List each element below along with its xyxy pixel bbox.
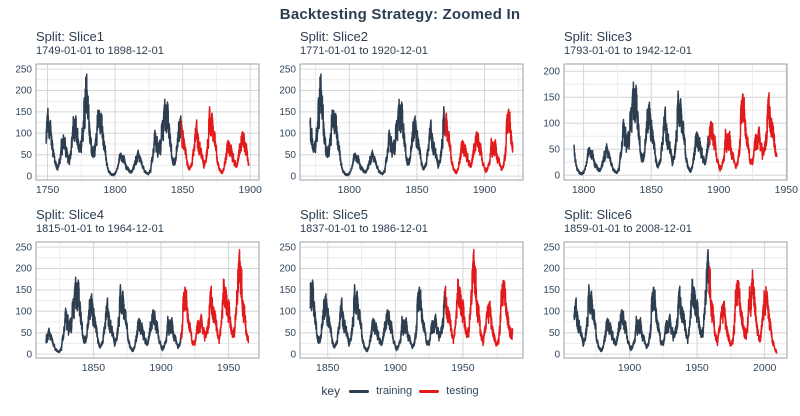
- x-axis-tick-label: 1900: [384, 362, 408, 374]
- chart-title: Backtesting Strategy: Zoomed In: [279, 6, 521, 23]
- x-axis-tick-label: 1850: [405, 184, 429, 196]
- panels-grid: Split: Slice1 1749-01-01 to 1898-12-01 0 50…: [10, 29, 798, 375]
- y-axis-tick-label: 100: [543, 119, 560, 130]
- y-axis-tick-label: 50: [285, 150, 297, 161]
- facet-panel: Split: Slice6 1859-01-01 to 2008-12-01 0 50…: [538, 207, 790, 375]
- y-axis-tick-label: 50: [21, 328, 33, 339]
- y-axis-tick-label: 0: [290, 349, 296, 360]
- training-line-swatch: [349, 389, 370, 393]
- x-axis-tick-label: 1800: [103, 184, 127, 196]
- facet-subtitle: 1837-01-01 to 1986-12-01: [300, 223, 428, 235]
- x-axis-tick-label: 1850: [82, 362, 106, 374]
- facet-subtitle: 1815-01-01 to 1964-12-01: [36, 223, 164, 235]
- facet-chart: 0 50 100 150 200 250 1850 1900 1950: [15, 241, 260, 374]
- x-axis-tick-label: 1900: [618, 362, 642, 374]
- y-axis-tick-label: 250: [279, 64, 296, 75]
- y-axis-tick-label: 200: [15, 264, 32, 275]
- y-axis-tick-label: 150: [279, 285, 296, 296]
- facet-subtitle: 1859-01-01 to 2008-12-01: [564, 223, 692, 235]
- x-axis-tick-label: 1900: [239, 184, 263, 196]
- y-axis-tick-label: 50: [285, 328, 297, 339]
- facet-panel: Split: Slice5 1837-01-01 to 1986-12-01 0 50…: [274, 207, 526, 375]
- y-axis-tick-label: 250: [15, 64, 32, 75]
- facet-subtitle: 1793-01-01 to 1942-12-01: [564, 45, 692, 57]
- y-axis-tick-label: 100: [279, 307, 296, 318]
- y-axis-tick-label: 0: [554, 349, 560, 360]
- legend-training-label: training: [376, 385, 413, 397]
- facet-panel: Split: Slice2 1771-01-01 to 1920-12-01 0 50…: [274, 29, 526, 197]
- y-axis-tick-label: 0: [554, 171, 560, 182]
- y-axis-tick-label: 0: [290, 171, 296, 182]
- x-axis-tick-label: 1950: [451, 362, 475, 374]
- testing-line-swatch: [419, 389, 440, 393]
- y-axis-tick-label: 150: [543, 285, 560, 296]
- y-axis-tick-label: 100: [279, 129, 296, 140]
- facet-title: Split: Slice3: [564, 29, 632, 44]
- x-axis-tick-label: 1850: [316, 362, 340, 374]
- y-axis-tick-label: 150: [15, 107, 32, 118]
- y-axis-tick-label: 100: [15, 129, 32, 140]
- facet-subtitle: 1749-01-01 to 1898-12-01: [36, 45, 164, 57]
- y-axis-tick-label: 50: [549, 328, 561, 339]
- facet-title: Split: Slice4: [36, 207, 104, 222]
- y-axis-tick-label: 0: [26, 349, 32, 360]
- facet-subtitle: 1771-01-01 to 1920-12-01: [300, 45, 428, 57]
- y-axis-tick-label: 250: [279, 242, 296, 253]
- facet-chart: 0 50 100 150 200 250 1800 1850 1900: [279, 63, 524, 196]
- x-axis-tick-label: 1850: [171, 184, 195, 196]
- x-axis-tick-label: 1900: [707, 184, 731, 196]
- y-axis-tick-label: 250: [15, 242, 32, 253]
- facet-chart: 0 50 100 150 200 250 1850 1900 1950: [279, 241, 524, 374]
- y-axis-tick-label: 250: [543, 242, 560, 253]
- x-axis-tick-label: 1850: [640, 184, 664, 196]
- facet-chart: 0 50 100 150 200 250 1750 1800 1850 1900: [15, 63, 263, 196]
- facet-panel: Split: Slice1 1749-01-01 to 1898-12-01 0 50…: [10, 29, 262, 197]
- y-axis-tick-label: 150: [543, 93, 560, 104]
- x-axis-tick-label: 1800: [338, 184, 362, 196]
- x-axis-tick-label: 1950: [685, 362, 709, 374]
- facet-panel: Split: Slice3 1793-01-01 to 1942-12-01 0 50…: [538, 29, 798, 197]
- legend: key training testing: [10, 384, 790, 398]
- x-axis-tick-label: 2000: [753, 362, 777, 374]
- x-axis-tick-label: 1750: [36, 184, 60, 196]
- y-axis-tick-label: 50: [549, 145, 561, 156]
- y-axis-tick-label: 100: [543, 307, 560, 318]
- facet-title: Split: Slice6: [564, 207, 632, 222]
- y-axis-tick-label: 100: [15, 307, 32, 318]
- legend-key-label: key: [321, 384, 341, 398]
- x-axis-tick-label: 1950: [775, 184, 799, 196]
- y-axis-tick-label: 0: [26, 171, 32, 182]
- y-axis-tick-label: 200: [543, 264, 560, 275]
- facet-title: Split: Slice1: [36, 29, 104, 44]
- x-axis-tick-label: 1800: [572, 184, 596, 196]
- y-axis-tick-label: 200: [279, 86, 296, 97]
- y-axis-tick-label: 50: [21, 150, 33, 161]
- x-axis-tick-label: 1950: [217, 362, 241, 374]
- x-axis-tick-label: 1900: [473, 184, 497, 196]
- y-axis-tick-label: 150: [15, 285, 32, 296]
- facet-chart: 0 50 100 150 200 250 1900 1950 2000: [543, 241, 788, 374]
- x-axis-tick-label: 1900: [149, 362, 173, 374]
- y-axis-tick-label: 200: [15, 86, 32, 97]
- y-axis-tick-label: 200: [543, 67, 560, 78]
- legend-testing-label: testing: [446, 385, 479, 397]
- facet-title: Split: Slice2: [300, 29, 368, 44]
- y-axis-tick-label: 200: [279, 264, 296, 275]
- facet-title: Split: Slice5: [300, 207, 368, 222]
- facet-panel: Split: Slice4 1815-01-01 to 1964-12-01 0 50…: [10, 207, 262, 375]
- facet-chart: 0 50 100 150 200 1800 1850 1900 1950: [543, 63, 798, 196]
- y-axis-tick-label: 150: [279, 107, 296, 118]
